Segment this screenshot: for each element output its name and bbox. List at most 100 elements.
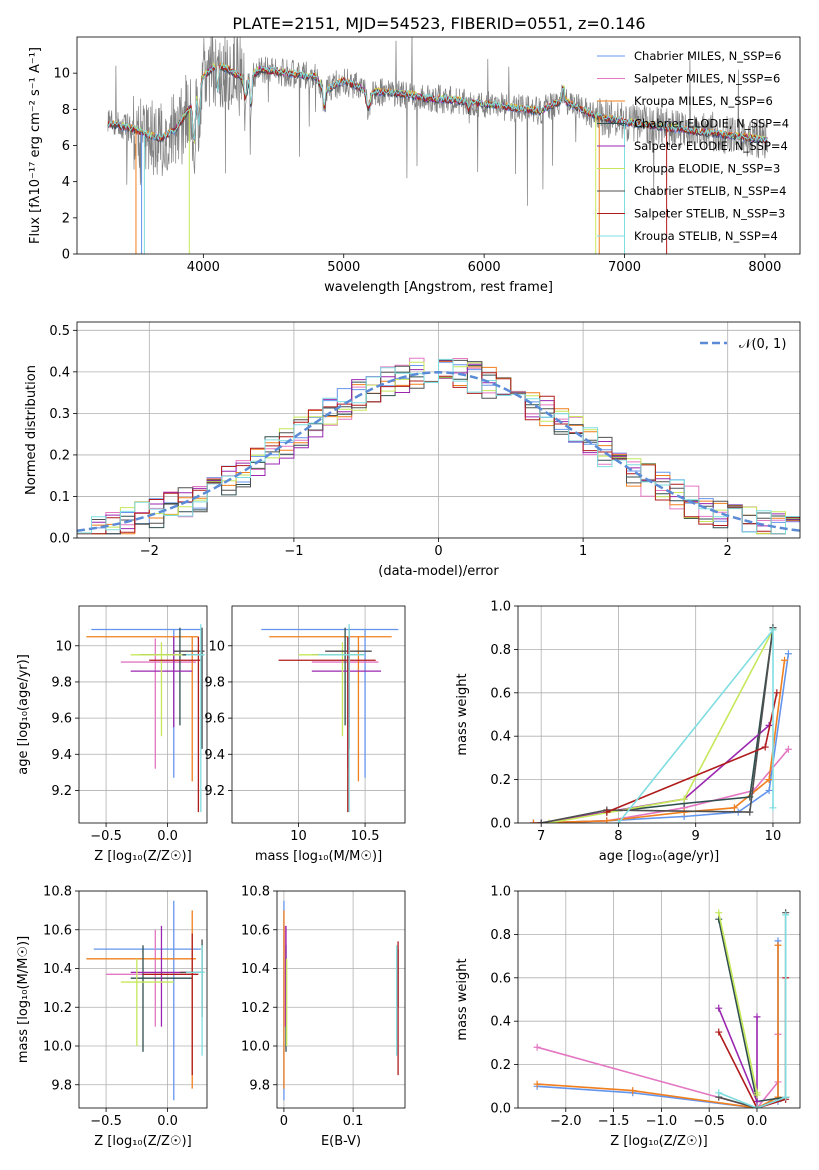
panel-massweight_vs_Z: −2.0 −1.5 −1.0 −0.5 0.0 0.0 0.2 0.4 0.6 0.8 1.0 Z […: [455, 885, 801, 1149]
y-tick-label: 0.2: [490, 773, 511, 788]
y-tick-label: 0.4: [490, 1015, 511, 1030]
plus-marker: [782, 911, 790, 919]
plus-marker: [680, 808, 688, 816]
axes-frame: [517, 890, 801, 1109]
weight-line: [717, 912, 758, 1095]
x-axis-label: (data-model)/error: [378, 564, 499, 579]
x-tick-label: −2.0: [550, 1114, 582, 1129]
plus-marker: [680, 795, 688, 803]
y-tick-label: 9.4: [204, 748, 225, 763]
errorbar-point: [186, 945, 205, 1056]
weight-line: [541, 627, 774, 823]
y-tick-label: 10.6: [43, 923, 72, 938]
y-axis-label: mass weight: [455, 673, 470, 755]
y-tick-label: 9.8: [51, 1078, 72, 1093]
y-tick-label: 0.6: [490, 686, 511, 701]
panel-residuals: −2 −1 0 1 2 0.0 0.1 0.2 0.3 0.4 0.5 (data-model)/er…: [24, 321, 801, 579]
x-tick-label: 10: [765, 829, 782, 844]
y-tick-label: 10: [53, 67, 70, 82]
y-axis-label: Normed distribution: [24, 365, 39, 495]
plus-marker: [753, 1091, 761, 1099]
x-axis-label: Z [log₁₀(Z/Z☉)]: [94, 849, 191, 864]
weight-line: [717, 1007, 758, 1102]
x-tick-label: 10: [290, 829, 307, 844]
legend-entry: Salpeter STELIB, N_SSP=3: [634, 207, 785, 221]
x-axis-label: Z [log₁₀(Z/Z☉)]: [610, 1134, 707, 1149]
figure-title: PLATE=2151, MJD=54523, FIBERID=0551, z=0…: [232, 14, 645, 33]
x-tick-label: 8000: [748, 260, 781, 275]
errorbar-point: [269, 636, 392, 782]
y-tick-label: 1.0: [490, 600, 511, 615]
y-tick-label: 10.2: [241, 1001, 270, 1016]
plus-marker: [753, 1104, 761, 1108]
legend: Chabrier MILES, N_SSP=6 Salpeter MILES, N…: [597, 49, 789, 243]
x-tick-label: 7: [537, 829, 545, 844]
errorbar-point: [130, 642, 183, 737]
errorbar-point: [120, 638, 196, 769]
x-tick-label: 10.5: [351, 829, 380, 844]
plot-area: [107, 37, 768, 254]
plus-marker: [537, 819, 545, 823]
x-tick-label: 7000: [608, 260, 641, 275]
y-tick-label: 0.8: [490, 643, 511, 658]
histogram-chabrier-elodie: [77, 365, 800, 535]
plus-marker: [603, 808, 611, 816]
y-tick-label: 10: [208, 639, 225, 654]
x-tick-label: −0.5: [90, 829, 122, 844]
y-tick-label: 8: [62, 103, 70, 118]
y-tick-label: 10.4: [43, 962, 72, 977]
plus-marker: [629, 1087, 637, 1095]
errorbar-point: [149, 636, 201, 813]
y-tick-label: 0.0: [49, 532, 70, 547]
y-tick-label: 0.4: [49, 365, 70, 380]
plus-marker: [769, 626, 777, 634]
legend-entry: Chabrier ELODIE, N_SSP=4: [634, 117, 789, 131]
y-axis-label: mass [log₁₀(M/M☉)]: [16, 936, 31, 1063]
plot-area: [79, 606, 207, 823]
x-axis-label: Z [log₁₀(Z/Z☉)]: [94, 1134, 191, 1149]
plus-marker: [765, 786, 773, 794]
axes-frame: [276, 890, 406, 1109]
weight-line: [717, 919, 786, 1103]
plot-area: [277, 891, 405, 1108]
plus-marker: [784, 650, 792, 658]
plus-marker: [715, 1028, 723, 1036]
x-tick-label: 9: [692, 829, 700, 844]
y-tick-label: 10.8: [241, 885, 270, 900]
x-tick-label: −2: [140, 544, 159, 559]
weight-line: [533, 660, 786, 823]
axes-frame: [76, 36, 801, 255]
panel-spectrum: 4000 5000 6000 7000 8000 0 2 4 6 8 10 wavelength [A…: [28, 36, 801, 295]
plus-marker: [533, 1043, 541, 1051]
y-tick-label: 0.8: [490, 928, 511, 943]
plus-marker: [769, 804, 777, 812]
x-tick-label: 0.0: [157, 829, 178, 844]
y-axis-label: Flux [fλ10⁻¹⁷ erg cm⁻² s⁻¹ A⁻¹]: [28, 47, 43, 244]
plus-marker: [761, 743, 769, 751]
weight-line: [718, 914, 787, 1108]
y-tick-label: 10.6: [241, 923, 270, 938]
plot-area: [518, 891, 800, 1108]
legend-entry: 𝒩(0, 1): [739, 337, 786, 352]
x-tick-label: −0.5: [90, 1114, 122, 1129]
panel-mass_vs_Z: −0.5 0.0 9.8 10.0 10.2 10.4 10.6 10.8 Z [log₁₀(Z…: [16, 885, 208, 1149]
axes-frame: [76, 321, 801, 539]
plus-marker: [753, 1013, 761, 1021]
y-tick-label: 10.4: [241, 962, 270, 977]
x-tick-label: 0.0: [747, 1114, 768, 1129]
axes-frame: [231, 605, 406, 824]
y-tick-label: 9.8: [204, 675, 225, 690]
x-tick-label: 0.0: [157, 1114, 178, 1129]
plus-marker: [715, 915, 723, 923]
plus-marker: [730, 804, 738, 812]
x-axis-label: age [log₁₀(age/yr)]: [599, 849, 720, 864]
y-tick-label: 0.4: [490, 730, 511, 745]
y-tick-label: 0.5: [49, 324, 70, 339]
axes-frame: [78, 605, 208, 824]
panel-age_vs_mass: 10 10.5 9.2 9.4 9.6 9.8 10 mass [log₁₀(M/M☉)]: [204, 605, 406, 864]
plus-marker: [773, 689, 781, 697]
legend-entry: Chabrier MILES, N_SSP=6: [634, 49, 781, 63]
y-tick-label: 10.0: [43, 1040, 72, 1055]
y-tick-label: 9.6: [51, 712, 72, 727]
